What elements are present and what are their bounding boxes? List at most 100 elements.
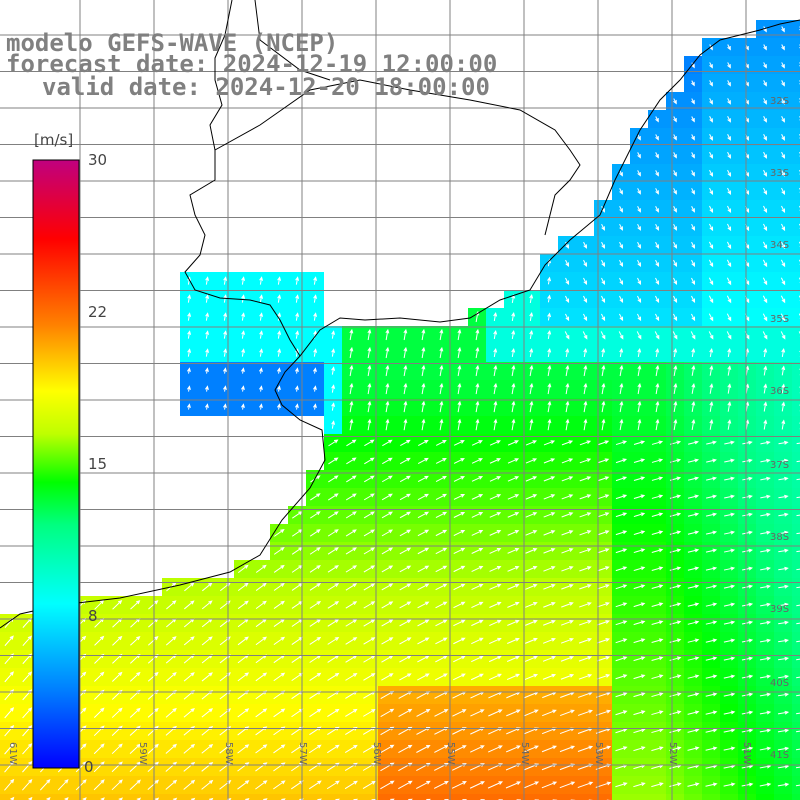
wind-arrow [4, 742, 15, 755]
wind-arrow [741, 782, 754, 787]
wind-arrow [579, 512, 592, 518]
wind-arrow [763, 223, 768, 232]
wind-arrow [763, 205, 768, 214]
wind-arrow [281, 798, 286, 800]
wind-arrow [331, 366, 336, 375]
wind-arrow [453, 655, 466, 663]
wind-arrow [398, 708, 413, 717]
wind-arrow [421, 400, 426, 413]
colorbar-gradient [32, 159, 80, 769]
wind-arrow [493, 347, 498, 358]
wind-arrow [4, 760, 15, 773]
wind-arrow [205, 330, 210, 339]
wind-arrow [309, 511, 321, 519]
wind-arrow [363, 493, 375, 501]
wind-arrow [565, 400, 570, 413]
wind-arrow [655, 295, 660, 304]
wind-arrow [633, 566, 646, 572]
wind-arrow [763, 151, 767, 159]
wind-arrow [241, 294, 246, 303]
wind-arrow [309, 744, 322, 754]
wind-arrow [309, 672, 322, 681]
wind-arrow [763, 62, 767, 69]
wind-arrow [505, 781, 522, 789]
wind-arrow [273, 528, 285, 537]
wind-arrow [493, 364, 498, 377]
wind-cell [792, 488, 800, 506]
wind-arrow [655, 152, 659, 159]
wind-arrow [796, 478, 800, 481]
wind-arrow [636, 313, 642, 322]
wind-arrow [421, 328, 426, 341]
wind-arrow [601, 295, 606, 304]
wind-arrow [507, 512, 520, 518]
wind-arrow [655, 347, 660, 358]
wind-arrow [691, 365, 696, 376]
wind-arrow [529, 311, 534, 322]
wind-arrow [186, 367, 191, 374]
wind-cell [792, 452, 800, 470]
wind-cell [594, 794, 612, 800]
wind-arrow [705, 746, 718, 751]
wind-arrow [111, 761, 123, 773]
wind-arrow [327, 637, 340, 645]
wind-arrow [543, 494, 556, 500]
wind-cell [792, 578, 800, 596]
wind-arrow [582, 331, 588, 340]
wind-arrow [687, 566, 700, 571]
wind-arrow [778, 638, 789, 643]
wind-cell [450, 794, 468, 800]
wind-arrow [547, 329, 552, 340]
wind-arrow [147, 707, 159, 718]
wind-arrow [795, 730, 800, 733]
wind-arrow [687, 458, 700, 463]
wind-arrow [724, 512, 735, 517]
wind-arrow [362, 780, 376, 789]
wind-arrow [596, 656, 611, 662]
wind-arrow [691, 241, 695, 249]
wind-arrow [673, 170, 677, 177]
wind-arrow [637, 223, 641, 231]
wind-arrow [507, 458, 520, 464]
wind-arrow [781, 80, 785, 87]
wind-arrow [583, 241, 587, 249]
wind-arrow [778, 458, 789, 463]
wind-arrow [471, 547, 484, 554]
wind-arrow [335, 798, 340, 800]
wind-arrow [493, 400, 498, 413]
lat-label: 38S [770, 532, 790, 543]
wind-arrow [258, 367, 263, 374]
wind-arrow [439, 418, 444, 431]
wind-arrow [363, 565, 376, 573]
wind-arrow [259, 312, 264, 321]
wind-cell [792, 542, 800, 560]
wind-cell [306, 794, 324, 800]
wind-arrow [560, 673, 575, 680]
wind-cell [648, 794, 666, 800]
wind-arrow [781, 365, 786, 376]
wind-arrow [709, 205, 714, 214]
wind-arrow [691, 347, 696, 358]
wind-arrow [579, 530, 592, 536]
wind-arrow [506, 673, 520, 681]
wind-arrow [561, 476, 574, 482]
wind-arrow [669, 710, 682, 715]
wind-arrow [488, 709, 503, 717]
wind-arrow [403, 328, 408, 341]
wind-arrow [615, 440, 628, 446]
wind-arrow [489, 583, 502, 590]
wind-arrow [511, 311, 516, 322]
wind-arrow [511, 418, 516, 431]
wind-arrow [547, 364, 552, 377]
wind-arrow [708, 313, 714, 322]
wind-arrow [687, 512, 700, 517]
wind-arrow [709, 169, 713, 177]
wind-arrow [760, 530, 771, 535]
wind-arrow [147, 743, 159, 754]
wind-arrow [742, 440, 753, 445]
wind-arrow [723, 782, 736, 787]
wind-cell [792, 128, 800, 146]
wind-arrow [328, 457, 339, 465]
wind-arrow [723, 620, 736, 625]
wind-arrow [597, 566, 610, 572]
